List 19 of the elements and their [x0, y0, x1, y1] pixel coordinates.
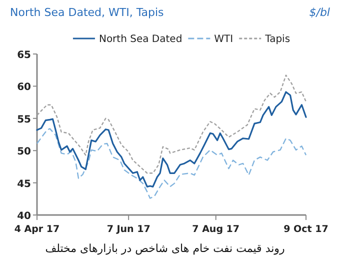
legend-label: WTI: [214, 34, 234, 45]
line-series: [36, 74, 307, 174]
legend-label: Tapis: [264, 34, 290, 45]
y-tick-label: 65: [17, 50, 32, 61]
y-tick-label: 45: [17, 178, 32, 190]
x-tick-label: 7 Jun 17: [106, 224, 150, 235]
x-tick-label: 7 Aug 17: [192, 224, 240, 235]
legend-label: North Sea Dated: [98, 34, 182, 45]
y-tick-label: 55: [17, 114, 32, 126]
y-tick-label: 40: [17, 211, 32, 222]
line-series: [36, 128, 307, 199]
text: روند قیمت نفت خام های شاخص در بازارهای مختلف: [45, 242, 285, 255]
x-tick-label: 9 Oct 17: [284, 224, 328, 235]
y-tick-label: 50: [17, 146, 32, 158]
x-tick-label: 4 Apr 17: [14, 224, 60, 235]
line-series: [36, 91, 307, 188]
y-tick-label: 60: [17, 82, 32, 94]
y-axis-title: $/bl: [309, 6, 330, 19]
chart-title: North Sea Dated, WTI, Tapis: [10, 6, 164, 19]
